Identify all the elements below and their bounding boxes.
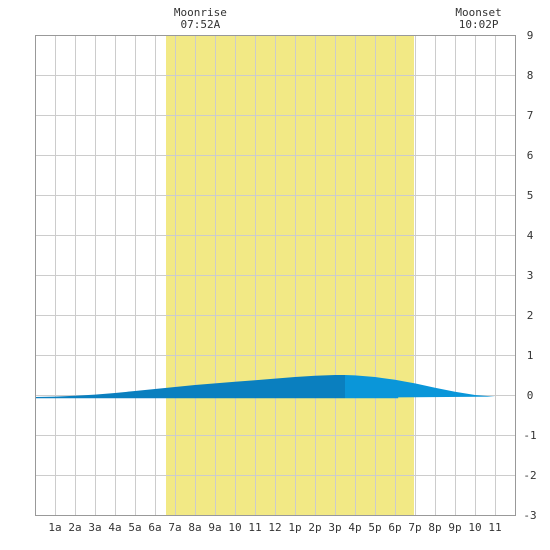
x-tick-label: 8p <box>428 521 441 534</box>
x-tick-label: 12 <box>268 521 281 534</box>
x-tick-label: 9p <box>448 521 461 534</box>
x-tick-label: 2p <box>308 521 321 534</box>
x-tick-label: 1a <box>48 521 61 534</box>
x-tick-label: 3a <box>88 521 101 534</box>
moonrise-time: 07:52A <box>181 18 221 31</box>
y-tick-label: 3 <box>527 269 534 282</box>
plot-frame <box>35 35 516 516</box>
y-tick-label: 0 <box>527 389 534 402</box>
y-tick-label: 7 <box>527 109 534 122</box>
x-tick-label: 10 <box>228 521 241 534</box>
x-tick-label: 11 <box>248 521 261 534</box>
moonset-label: Moonset <box>455 6 501 19</box>
x-tick-label: 6p <box>388 521 401 534</box>
y-tick-label: -3 <box>523 509 536 522</box>
y-tick-label: 9 <box>527 29 534 42</box>
tide-area-rising <box>35 375 345 399</box>
x-tick-label: 1p <box>288 521 301 534</box>
y-tick-label: -1 <box>523 429 536 442</box>
y-tick-label: 4 <box>527 229 534 242</box>
x-tick-label: 7a <box>168 521 181 534</box>
y-tick-label: 6 <box>527 149 534 162</box>
x-tick-label: 5a <box>128 521 141 534</box>
moonrise-label: Moonrise <box>174 6 227 19</box>
y-tick-label: 5 <box>527 189 534 202</box>
x-tick-label: 10 <box>468 521 481 534</box>
moonset-time: 10:02P <box>459 18 499 31</box>
y-tick-label: 1 <box>527 349 534 362</box>
x-tick-label: 9a <box>208 521 221 534</box>
tide-area-falling <box>345 375 495 399</box>
x-tick-label: 4a <box>108 521 121 534</box>
x-tick-label: 6a <box>148 521 161 534</box>
x-tick-label: 11 <box>488 521 501 534</box>
x-tick-label: 7p <box>408 521 421 534</box>
x-tick-label: 3p <box>328 521 341 534</box>
y-tick-label: -2 <box>523 469 536 482</box>
x-tick-label: 4p <box>348 521 361 534</box>
y-tick-label: 2 <box>527 309 534 322</box>
x-tick-label: 5p <box>368 521 381 534</box>
x-tick-label: 2a <box>68 521 81 534</box>
x-tick-label: 8a <box>188 521 201 534</box>
y-tick-label: 8 <box>527 69 534 82</box>
